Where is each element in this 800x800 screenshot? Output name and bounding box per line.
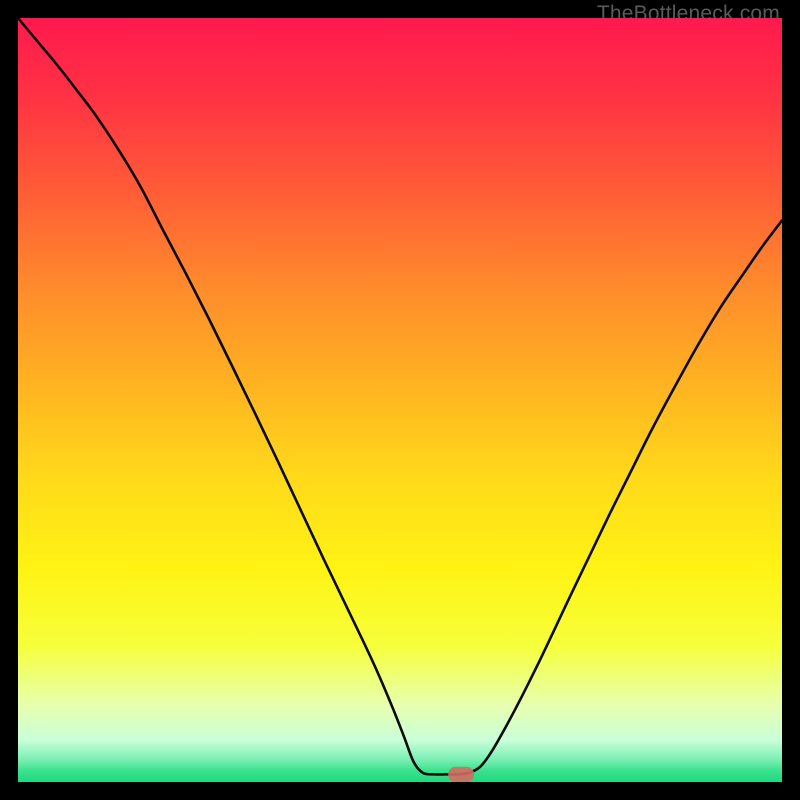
optimal-point-marker: [448, 767, 474, 782]
chart-frame: TheBottleneck.com: [0, 0, 800, 800]
plot-area: [18, 18, 782, 782]
bottleneck-curve-chart: [18, 18, 782, 782]
